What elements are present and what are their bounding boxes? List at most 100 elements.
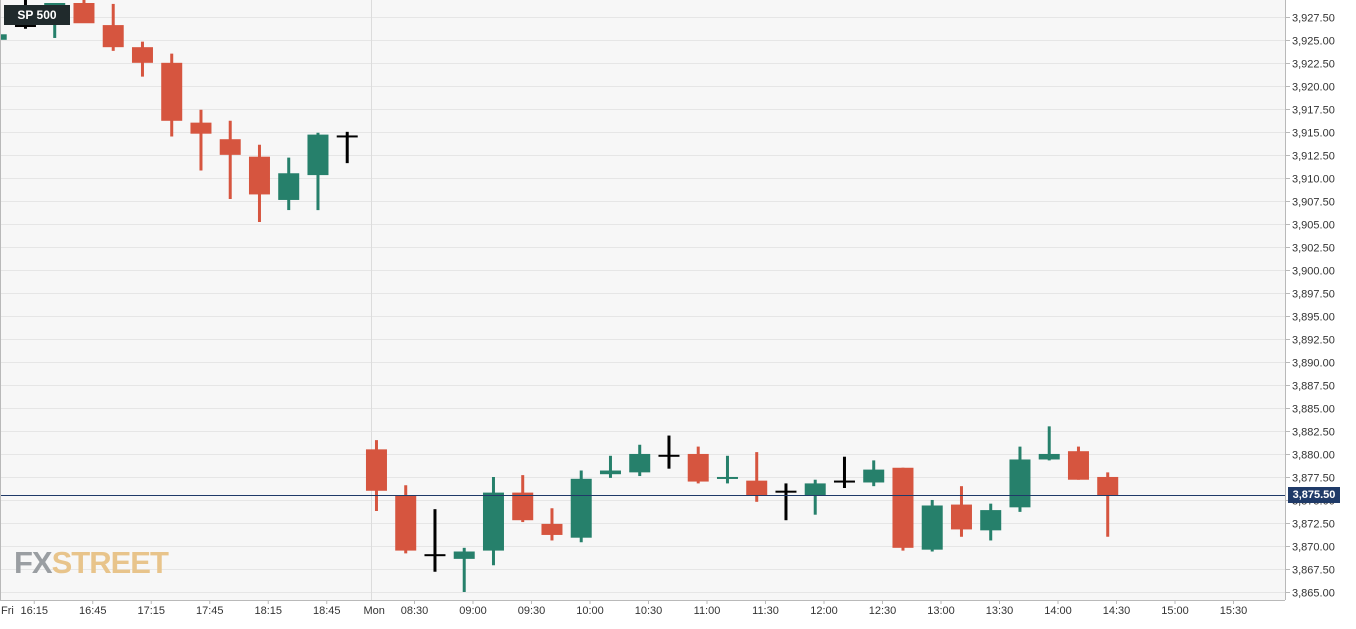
price-tick-label: 3,912.50	[1292, 151, 1335, 163]
price-tick-label: 3,917.50	[1292, 105, 1335, 117]
candle	[190, 109, 212, 171]
candle	[102, 3, 124, 51]
candle	[1038, 426, 1060, 461]
candle	[131, 41, 153, 77]
time-tick-label: 09:00	[459, 605, 487, 617]
candle	[482, 476, 504, 566]
candle	[833, 456, 855, 489]
symbol-badge: SP 500	[4, 5, 70, 25]
candle-body	[482, 492, 504, 551]
candle-body	[395, 495, 417, 551]
candle-body	[541, 523, 563, 535]
candle-body	[716, 476, 738, 479]
candle	[863, 460, 885, 487]
time-tick-label: 12:30	[869, 605, 897, 617]
candle-body	[365, 449, 387, 491]
candle-body	[687, 453, 709, 482]
candle-body	[424, 554, 446, 557]
candle-body	[863, 469, 885, 483]
candle-body	[219, 139, 241, 155]
time-tick-label: 16:15	[20, 605, 48, 617]
candle	[336, 131, 358, 164]
candle-body	[892, 467, 914, 548]
time-tick-label: 17:45	[196, 605, 224, 617]
price-tick-label: 3,910.00	[1292, 174, 1335, 186]
candle-body	[629, 453, 651, 473]
candle-body	[1097, 476, 1119, 496]
candle	[278, 157, 300, 211]
price-tick-label: 3,882.50	[1292, 427, 1335, 439]
candle-body	[1009, 459, 1031, 508]
candle	[424, 509, 446, 572]
time-tick-label: 09:30	[518, 605, 546, 617]
time-tick-label: 11:30	[752, 605, 779, 617]
price-tick-label: 3,892.50	[1292, 335, 1335, 347]
price-tick-label: 3,902.50	[1292, 243, 1335, 255]
candle	[599, 455, 621, 478]
session-day-label: Fri	[1, 605, 14, 617]
candle	[541, 508, 563, 541]
price-tick-label: 3,870.00	[1292, 542, 1335, 554]
candle	[775, 483, 797, 521]
price-tick-label: 3,895.00	[1292, 312, 1335, 324]
candle-body	[73, 3, 95, 24]
price-tick-label: 3,907.50	[1292, 197, 1335, 209]
candle-body	[1038, 453, 1060, 460]
candle-body	[804, 483, 826, 496]
time-tick-label: 10:30	[635, 605, 663, 617]
time-tick-label: 10:00	[576, 605, 604, 617]
fxstreet-logo: FXSTREET	[14, 545, 169, 580]
grid-lines	[0, 0, 1285, 600]
candle-body	[453, 551, 475, 559]
price-tick-label: 3,897.50	[1292, 289, 1335, 301]
candle	[687, 446, 709, 484]
price-tick-label: 3,922.50	[1292, 59, 1335, 71]
candle	[1067, 446, 1089, 480]
price-tick-label: 3,925.00	[1292, 36, 1335, 48]
price-tick-label: 3,867.50	[1292, 565, 1335, 577]
candle-body	[950, 504, 972, 530]
candle	[716, 455, 738, 484]
last-price-label: 3,875.50	[1288, 487, 1340, 503]
candle-body	[248, 156, 270, 195]
logo-street-text: STREET	[51, 545, 169, 580]
price-tick-label: 3,872.50	[1292, 519, 1335, 531]
logo-fx-text: FX	[14, 545, 53, 580]
price-tick-label: 3,927.50	[1292, 13, 1335, 25]
time-tick-label: 15:30	[1220, 605, 1248, 617]
candle	[0, 34, 7, 40]
time-tick-label: 16:45	[79, 605, 107, 617]
candle	[73, 0, 95, 24]
candle-body	[102, 25, 124, 48]
candle-body	[658, 454, 680, 457]
candle	[658, 435, 680, 469]
candle-body	[570, 478, 592, 538]
candle-body	[775, 490, 797, 493]
candle	[629, 444, 651, 477]
time-tick-label: 17:15	[137, 605, 165, 617]
candle	[950, 486, 972, 537]
candle	[1097, 472, 1119, 537]
candle	[219, 120, 241, 200]
time-tick-label: 14:30	[1103, 605, 1131, 617]
candle-body	[161, 62, 183, 121]
candle	[570, 470, 592, 543]
candle-body	[336, 135, 358, 138]
price-tick-label: 3,915.00	[1292, 128, 1335, 140]
plot-background	[0, 0, 1285, 600]
time-tick-label: 18:45	[313, 605, 341, 617]
session-day-label: Mon	[364, 605, 385, 617]
candle	[746, 452, 768, 502]
time-tick-label: 08:30	[401, 605, 429, 617]
candle-body	[599, 470, 621, 475]
price-tick-label: 3,865.00	[1292, 588, 1335, 600]
time-tick-label: 14:00	[1044, 605, 1072, 617]
price-tick-label: 3,900.00	[1292, 266, 1335, 278]
candle	[804, 479, 826, 515]
candle-body	[921, 505, 943, 550]
time-tick-label: 12:00	[810, 605, 838, 617]
time-tick-label: 15:00	[1161, 605, 1189, 617]
candle-body	[1067, 451, 1089, 480]
